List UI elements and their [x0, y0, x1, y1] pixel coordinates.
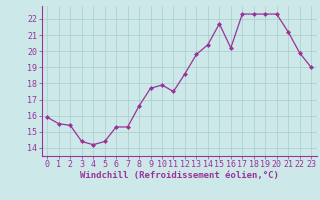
- X-axis label: Windchill (Refroidissement éolien,°C): Windchill (Refroidissement éolien,°C): [80, 171, 279, 180]
